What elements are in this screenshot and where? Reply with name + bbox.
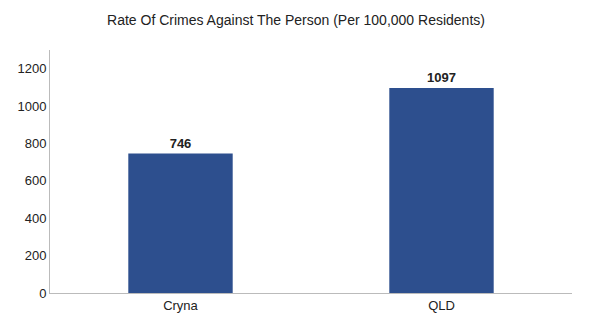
svg-text:400: 400: [25, 211, 47, 226]
svg-text:1200: 1200: [17, 61, 46, 76]
svg-text:0: 0: [39, 286, 46, 301]
svg-text:746: 746: [170, 136, 192, 151]
svg-text:800: 800: [25, 136, 47, 151]
svg-text:200: 200: [25, 248, 47, 263]
svg-text:Cryna: Cryna: [163, 298, 198, 313]
svg-text:1000: 1000: [17, 99, 46, 114]
svg-text:1097: 1097: [427, 70, 456, 85]
svg-text:600: 600: [25, 173, 47, 188]
svg-text:Rate Of Crimes Against The Per: Rate Of Crimes Against The Person (Per 1…: [107, 12, 485, 28]
svg-text:QLD: QLD: [428, 298, 455, 313]
